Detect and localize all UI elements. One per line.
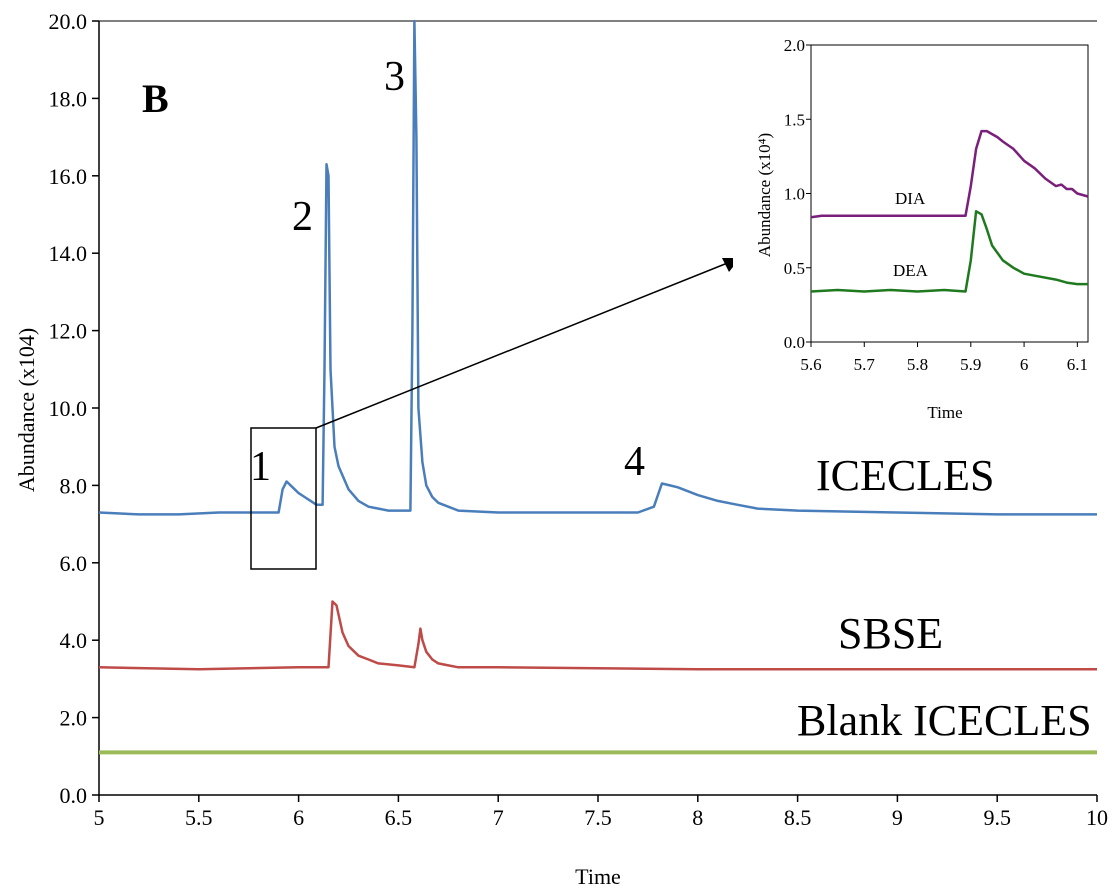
inset-x-tick-label: 6 — [1020, 355, 1029, 374]
main-y-axis-title: Abundance (x104) — [14, 328, 39, 492]
inset-y-tick-label: 0.5 — [784, 259, 805, 278]
main-x-tick-label: 5.5 — [185, 805, 213, 830]
main-x-tick-label: 7 — [493, 805, 504, 830]
main-x-tick-label: 10 — [1086, 805, 1108, 830]
inset-y-tick-label: 1.5 — [784, 110, 805, 129]
inset-background — [733, 22, 1108, 442]
series-label-blank-icecles: Blank ICECLES — [797, 696, 1092, 745]
inset-series-label-dia: DIA — [895, 189, 926, 208]
inset-y-tick-label: 1.0 — [784, 185, 805, 204]
main-y-tick-label: 12.0 — [49, 319, 88, 344]
main-y-tick-label: 4.0 — [60, 628, 88, 653]
main-x-tick-label: 8 — [692, 805, 703, 830]
main-y-tick-label: 20.0 — [49, 9, 88, 34]
inset-x-tick-label: 5.9 — [960, 355, 981, 374]
inset-series-label-dea: DEA — [893, 261, 929, 280]
main-x-tick-label: 5 — [94, 805, 105, 830]
main-y-tick-label: 10.0 — [49, 396, 88, 421]
panel-letter: B — [142, 76, 169, 121]
main-x-tick-label: 9 — [892, 805, 903, 830]
inset-x-tick-label: 5.6 — [800, 355, 821, 374]
inset-x-axis-title: Time — [927, 403, 962, 422]
inset-x-tick-label: 5.8 — [907, 355, 928, 374]
main-y-tick-label: 0.0 — [60, 783, 88, 808]
inset-y-axis-title: Abundance (x10⁴) — [755, 133, 774, 257]
main-y-tick-label: 16.0 — [49, 164, 88, 189]
main-x-ticks: 5 5.5 6 6.5 7 7.5 8 8.5 9 9.5 10 — [94, 795, 1109, 830]
main-y-tick-label: 18.0 — [49, 86, 88, 111]
main-y-ticks: 0.0 2.0 4.0 6.0 8.0 10.0 12.0 14.0 16.0 18.0 20.0 — [49, 9, 100, 808]
main-y-tick-label: 2.0 — [60, 706, 88, 731]
peak-label-4: 4 — [624, 439, 645, 485]
main-x-tick-label: 6 — [293, 805, 304, 830]
peak-label-1: 1 — [250, 444, 271, 490]
main-x-axis-title: Time — [575, 864, 621, 889]
main-y-tick-label: 14.0 — [49, 241, 88, 266]
series-label-sbse: SBSE — [838, 609, 943, 658]
zoom-arrow-line — [316, 262, 730, 428]
main-x-tick-label: 7.5 — [584, 805, 612, 830]
main-x-tick-label: 9.5 — [983, 805, 1011, 830]
inset-x-tick-label: 5.7 — [854, 355, 876, 374]
series-label-icecles: ICECLES — [816, 451, 994, 500]
inset-y-tick-label: 2.0 — [784, 36, 805, 55]
main-x-tick-label: 6.5 — [385, 805, 413, 830]
inset-chart: 5.6 5.7 5.8 5.9 6 6.1 0.0 0.5 1.0 1.5 2.0 Ti… — [733, 22, 1108, 442]
peak-label-3: 3 — [384, 54, 405, 100]
main-y-tick-label: 6.0 — [60, 551, 88, 576]
main-x-tick-label: 8.5 — [784, 805, 812, 830]
inset-y-tick-label: 0.0 — [784, 333, 805, 352]
inset-x-tick-label: 6.1 — [1067, 355, 1088, 374]
main-series-line-sbse — [99, 602, 1097, 670]
peak-label-2: 2 — [292, 194, 313, 240]
main-y-tick-label: 8.0 — [60, 473, 88, 498]
